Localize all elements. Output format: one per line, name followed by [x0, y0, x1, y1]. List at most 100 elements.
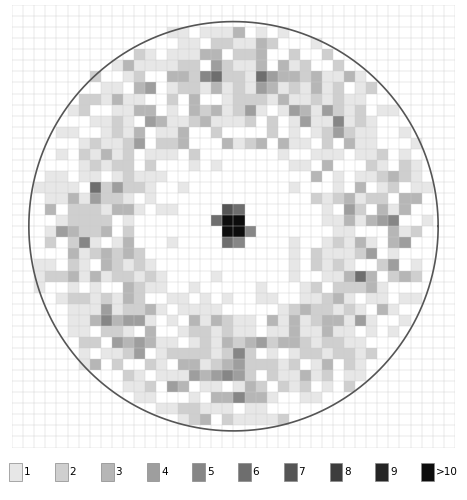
Bar: [355, 72, 366, 83]
Bar: [322, 104, 333, 116]
Bar: [90, 282, 101, 292]
Bar: [167, 149, 178, 160]
Bar: [189, 304, 200, 315]
Bar: [355, 337, 366, 348]
Bar: [267, 392, 278, 403]
Bar: [9, 463, 22, 481]
Bar: [355, 215, 366, 226]
Bar: [90, 315, 101, 326]
Bar: [366, 126, 377, 138]
Bar: [222, 337, 234, 348]
Bar: [192, 463, 205, 481]
Bar: [45, 182, 57, 193]
Bar: [178, 304, 189, 315]
Bar: [212, 160, 222, 171]
Bar: [355, 238, 366, 248]
Bar: [278, 414, 289, 426]
Bar: [156, 171, 167, 182]
Bar: [322, 116, 333, 126]
Bar: [112, 359, 123, 370]
Bar: [355, 94, 366, 104]
Bar: [322, 270, 333, 281]
Bar: [212, 348, 222, 359]
Bar: [344, 204, 355, 215]
Bar: [112, 326, 123, 337]
Bar: [311, 72, 322, 83]
Text: 2: 2: [70, 467, 76, 477]
Bar: [90, 193, 101, 204]
Bar: [289, 315, 300, 326]
Bar: [200, 359, 212, 370]
Bar: [366, 138, 377, 149]
Bar: [255, 138, 267, 149]
Text: 7: 7: [298, 467, 305, 477]
Bar: [245, 60, 255, 72]
Bar: [178, 50, 189, 60]
Bar: [167, 238, 178, 248]
Text: 8: 8: [344, 467, 351, 477]
Bar: [212, 392, 222, 403]
Bar: [178, 72, 189, 83]
Bar: [355, 282, 366, 292]
Bar: [410, 292, 422, 304]
Bar: [178, 381, 189, 392]
Bar: [234, 60, 245, 72]
Bar: [333, 292, 344, 304]
Bar: [145, 270, 156, 281]
Bar: [289, 381, 300, 392]
Bar: [344, 238, 355, 248]
Bar: [200, 337, 212, 348]
Bar: [234, 82, 245, 94]
Bar: [90, 238, 101, 248]
Bar: [311, 171, 322, 182]
Bar: [45, 260, 57, 270]
Bar: [134, 315, 145, 326]
Bar: [355, 359, 366, 370]
Bar: [156, 116, 167, 126]
Bar: [300, 348, 311, 359]
Bar: [366, 326, 377, 337]
Bar: [45, 193, 57, 204]
Bar: [45, 204, 57, 215]
Bar: [234, 72, 245, 83]
Bar: [78, 193, 90, 204]
Bar: [68, 104, 78, 116]
Bar: [101, 292, 112, 304]
Bar: [389, 215, 399, 226]
Bar: [322, 72, 333, 83]
Bar: [344, 359, 355, 370]
Bar: [355, 171, 366, 182]
Bar: [57, 126, 68, 138]
Bar: [167, 381, 178, 392]
Bar: [278, 138, 289, 149]
Bar: [167, 50, 178, 60]
Bar: [278, 304, 289, 315]
Bar: [267, 292, 278, 304]
Bar: [134, 82, 145, 94]
Bar: [134, 282, 145, 292]
Bar: [123, 215, 134, 226]
Bar: [322, 82, 333, 94]
Bar: [389, 104, 399, 116]
Bar: [200, 414, 212, 426]
Bar: [245, 226, 255, 237]
Bar: [101, 94, 112, 104]
Bar: [355, 270, 366, 281]
Bar: [145, 82, 156, 94]
Bar: [322, 149, 333, 160]
Bar: [234, 50, 245, 60]
Bar: [35, 182, 45, 193]
Bar: [300, 315, 311, 326]
Bar: [200, 370, 212, 381]
Bar: [112, 104, 123, 116]
Bar: [212, 104, 222, 116]
Bar: [222, 82, 234, 94]
Bar: [212, 337, 222, 348]
Bar: [300, 82, 311, 94]
Bar: [322, 348, 333, 359]
Bar: [245, 116, 255, 126]
Bar: [267, 72, 278, 83]
Bar: [410, 193, 422, 204]
Bar: [333, 116, 344, 126]
Bar: [112, 315, 123, 326]
